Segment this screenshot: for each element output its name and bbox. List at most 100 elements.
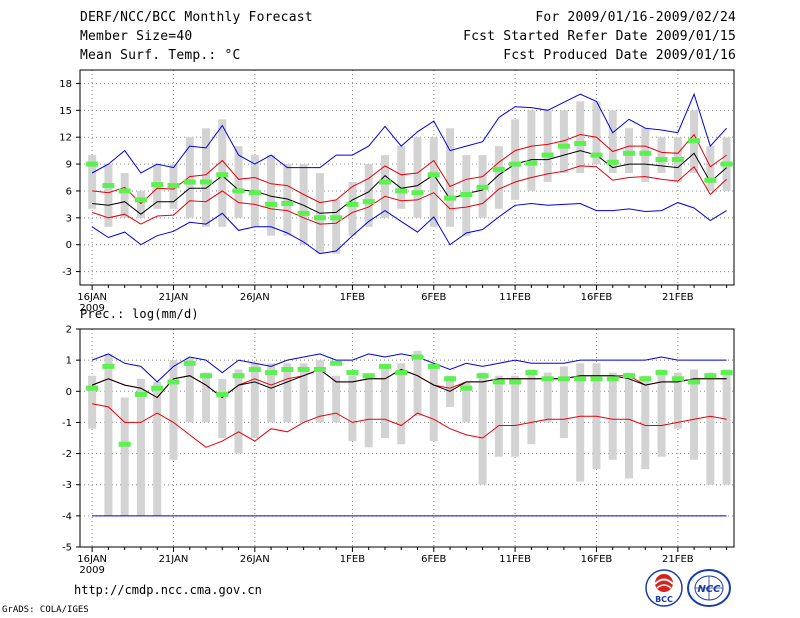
spread-box — [559, 110, 568, 174]
spread-box — [153, 381, 162, 516]
produced-date: Fcst Produced Date 2009/01/16 — [503, 48, 736, 63]
plot-frame — [79, 328, 735, 548]
ensemble-mean-marker — [216, 391, 229, 397]
ensemble-mean-marker — [151, 385, 164, 391]
spread-box — [299, 363, 308, 423]
median-line — [91, 368, 727, 399]
ensemble-mean-marker — [574, 140, 587, 146]
spread-box — [478, 372, 487, 485]
spread-box — [576, 363, 585, 482]
spread-box — [380, 366, 389, 438]
spread-box — [202, 372, 211, 423]
ensemble-mean-marker — [232, 188, 245, 194]
ensemble-mean-marker — [427, 172, 440, 178]
spread-box — [706, 146, 715, 191]
spread-box — [267, 363, 276, 423]
ensemble-mean-marker — [183, 179, 196, 185]
spread-box — [527, 369, 536, 445]
spread-box — [657, 137, 666, 174]
spread-box — [88, 375, 97, 429]
ensemble-mean-marker — [671, 157, 684, 163]
spread-box — [364, 164, 373, 227]
median-line — [92, 150, 727, 215]
y-tick-label: 1 — [66, 356, 72, 367]
x-tick-label: 21FEB — [662, 554, 694, 565]
spread-box — [413, 350, 422, 417]
spread-box — [657, 369, 666, 457]
spread-box — [543, 372, 552, 423]
max-line — [91, 92, 727, 174]
spread-box — [543, 110, 552, 182]
spread-box — [625, 128, 633, 174]
ensemble-mean-marker — [216, 172, 229, 178]
y-tick-label: 0 — [66, 240, 72, 251]
ensemble-mean-marker — [248, 190, 261, 196]
ensemble-mean-marker — [606, 159, 619, 165]
ensemble-mean-marker — [378, 179, 391, 185]
spread-box — [185, 137, 194, 218]
ensemble-mean-marker — [362, 199, 375, 205]
spread-box — [299, 164, 308, 245]
spread-box — [690, 369, 699, 460]
ensemble-mean-marker — [167, 379, 180, 385]
spread-box — [348, 181, 357, 236]
ensemble-mean-marker — [411, 190, 424, 196]
ncc-logo-text: NCC — [697, 584, 721, 595]
ensemble-mean-marker — [557, 376, 570, 382]
ensemble-mean-marker — [704, 177, 717, 183]
source-url[interactable]: http://cmdp.ncc.cma.gov.cn — [74, 583, 262, 597]
ensemble-mean-marker — [200, 179, 213, 185]
ensemble-mean-marker — [265, 201, 278, 207]
ensemble-mean-marker — [444, 376, 457, 382]
y-tick-label: 2 — [66, 325, 72, 336]
x-tick-label: 21JAN — [159, 554, 189, 565]
spread-box — [494, 146, 503, 209]
spread-box — [706, 372, 715, 485]
ensemble-mean-marker — [102, 363, 115, 369]
ensemble-mean-marker — [590, 152, 603, 158]
member-size: Member Size=40 — [80, 29, 193, 44]
y-tick-label: -3 — [62, 480, 72, 491]
plot-frame — [79, 69, 735, 286]
spread-box — [169, 360, 178, 460]
x-tick-label: 16JAN — [77, 554, 107, 565]
spread-box — [88, 155, 97, 209]
x-tick-label: 6FEB — [421, 554, 446, 565]
ensemble-mean-marker — [509, 379, 522, 385]
ensemble-mean-marker — [525, 160, 538, 166]
y-tick-label: 18 — [59, 79, 72, 90]
ensemble-mean-marker — [281, 366, 294, 372]
spread-box — [494, 375, 503, 457]
y-tick-label: -4 — [62, 511, 72, 522]
spread-box — [104, 164, 113, 227]
ensemble-mean-marker — [623, 373, 635, 379]
y-tick-label: 9 — [66, 160, 72, 171]
ensemble-mean-marker — [606, 376, 619, 382]
spread-box — [397, 363, 406, 445]
y-tick-label: 15 — [59, 106, 72, 117]
ensemble-mean-marker — [313, 215, 326, 221]
ensemble-mean-marker — [200, 373, 213, 379]
x-tick-label: 16FEB — [581, 554, 613, 565]
spread-box — [120, 397, 129, 516]
spread-box — [641, 375, 650, 470]
spread-box — [364, 375, 373, 448]
ensemble-mean-marker — [557, 143, 570, 149]
refer-date: Fcst Started Refer Date 2009/01/15 — [463, 29, 736, 44]
ensemble-mean-marker — [134, 391, 147, 397]
spread-box — [576, 101, 585, 174]
ensemble-mean-marker — [362, 373, 375, 379]
ensemble-mean-marker — [248, 366, 261, 372]
x-tick-label: 11FEB — [499, 292, 531, 303]
chart-panel-2: -5 -4 -3 -2 -1 0 1 2 16JAN 21JAN 26JAN 1FEB 6FEB 11FE… — [62, 325, 735, 576]
ensemble-mean-marker — [313, 366, 326, 372]
ensemble-mean-marker — [118, 188, 131, 194]
ensemble-mean-marker — [118, 441, 131, 447]
ensemble-mean-marker — [720, 370, 733, 376]
y-tick-label: 0 — [66, 387, 72, 398]
spread-box — [511, 119, 520, 200]
spread-box — [315, 360, 324, 423]
spread-box — [511, 375, 520, 457]
variable-label: Mean Surf. Temp.: °C — [80, 48, 241, 63]
